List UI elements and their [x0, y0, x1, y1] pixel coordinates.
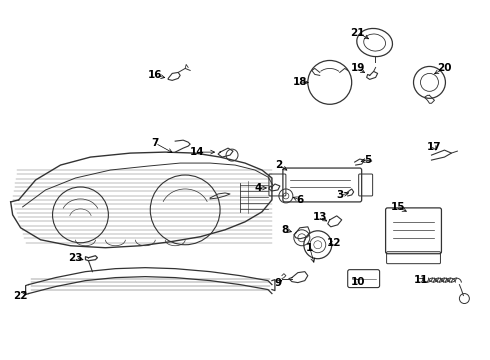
Text: 12: 12 [326, 238, 341, 248]
Text: 8: 8 [281, 225, 289, 235]
Text: 21: 21 [350, 28, 365, 37]
Text: 14: 14 [190, 147, 204, 157]
Text: 1: 1 [306, 243, 314, 253]
Text: 4: 4 [254, 183, 262, 193]
Text: 18: 18 [293, 77, 307, 87]
Text: 5: 5 [364, 155, 371, 165]
Text: 11: 11 [414, 275, 429, 285]
Text: 20: 20 [437, 63, 452, 73]
Text: 16: 16 [148, 71, 163, 80]
Text: 10: 10 [350, 276, 365, 287]
Text: 23: 23 [68, 253, 83, 263]
Text: 19: 19 [350, 63, 365, 73]
Text: 13: 13 [313, 212, 327, 222]
Text: 22: 22 [13, 291, 28, 301]
Text: 9: 9 [274, 278, 281, 288]
Text: 2: 2 [275, 160, 283, 170]
Text: 17: 17 [427, 142, 442, 152]
Text: 6: 6 [296, 195, 303, 205]
Text: 3: 3 [336, 190, 343, 200]
Text: 15: 15 [391, 202, 405, 212]
Text: 7: 7 [151, 138, 159, 148]
